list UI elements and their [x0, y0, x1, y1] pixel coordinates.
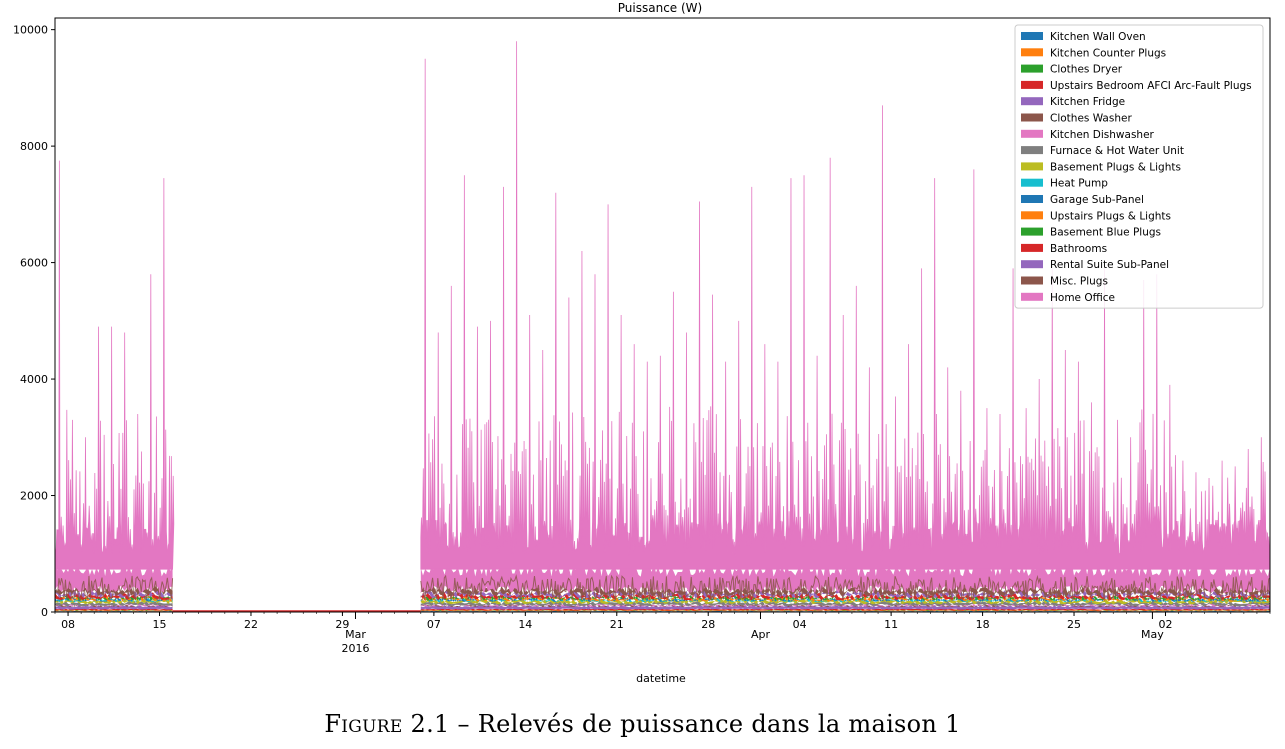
misc-plugs-line [420, 574, 1270, 602]
legend-box [1014, 24, 1264, 309]
legend-label: Kitchen Wall Oven [1050, 31, 1146, 43]
y-tick-label: 4000 [20, 373, 48, 386]
y-tick-label: 6000 [20, 257, 48, 270]
legend-swatch [1021, 80, 1043, 89]
legend-label: Home Office [1050, 292, 1115, 304]
chart-title: Puissance (W) [618, 1, 702, 15]
legend-label: Furnace & Hot Water Unit [1050, 145, 1184, 157]
area-layer-8 [420, 601, 1270, 607]
x-tick-label: 15 [153, 618, 167, 631]
legend-swatch [1021, 146, 1043, 155]
figure-label: Figure 2.1 [324, 710, 450, 738]
x-tick-label: 11 [884, 618, 898, 631]
legend-swatch [1021, 48, 1043, 57]
area-home-office [55, 160, 175, 570]
y-tick-label: 8000 [20, 140, 48, 153]
legend-swatch [1021, 64, 1043, 73]
y-axis: 0 2000 4000 6000 8000 10000 [13, 24, 55, 619]
plot-area [55, 41, 1270, 612]
x-tick-label: Mar [345, 628, 366, 641]
x-tick-label: 29 [335, 618, 349, 631]
x-tick-label: 07 [427, 618, 441, 631]
legend-label: Clothes Dryer [1050, 64, 1123, 76]
area-layer-12 [55, 595, 173, 602]
area-layer-3 [420, 609, 1270, 611]
legend-swatch [1021, 211, 1043, 220]
area-layer-5 [55, 605, 173, 610]
x-tick-label: 21 [610, 618, 624, 631]
x-axis-title: datetime [636, 672, 686, 685]
x-tick-label: 28 [701, 618, 715, 631]
y-tick-label: 2000 [20, 490, 48, 503]
x-tick-label: Apr [751, 628, 771, 641]
area-layer-8 [55, 601, 173, 607]
legend-swatch [1021, 260, 1043, 269]
legend-label: Heat Pump [1050, 178, 1108, 190]
x-tick-label: 22 [244, 618, 258, 631]
legend-swatch [1021, 195, 1043, 203]
area-layer-11 [55, 597, 173, 602]
legend-swatch [1021, 276, 1043, 285]
x-tick-label: 25 [1067, 618, 1081, 631]
legend-swatch [1021, 227, 1043, 236]
area-layer-15 [55, 589, 173, 599]
legend-swatch [1021, 292, 1043, 301]
x-tick-label: May [1141, 628, 1164, 641]
legend-label: Basement Plugs & Lights [1050, 161, 1181, 173]
area-layer-9 [420, 598, 1270, 605]
legend-label: Kitchen Fridge [1050, 96, 1125, 108]
legend-label: Kitchen Dishwasher [1050, 129, 1155, 141]
legend-label: Garage Sub-Panel [1050, 194, 1144, 206]
legend-swatch [1021, 162, 1043, 171]
x-tick-label: 18 [976, 618, 990, 631]
y-tick-label: 0 [41, 606, 48, 619]
legend-label: Bathrooms [1050, 243, 1107, 255]
legend-swatch [1021, 243, 1043, 252]
legend-swatch [1021, 129, 1043, 138]
area-home-office [420, 41, 1270, 570]
area-layer-16 [420, 585, 1270, 597]
legend-label: Misc. Plugs [1050, 276, 1108, 288]
figure-caption: Figure 2.1 – Relevés de puissance dans l… [0, 710, 1285, 738]
chart: Puissance (W) 0 2000 4000 6000 8000 10000 08 1… [13, 1, 1271, 685]
y-tick-label: 10000 [13, 24, 48, 37]
x-tick-label: 02 [1158, 618, 1172, 631]
legend-label: Basement Blue Plugs [1050, 227, 1161, 239]
figure-separator: – [457, 710, 470, 738]
x-tick-label: 04 [793, 618, 807, 631]
legend-label: Clothes Washer [1050, 113, 1132, 125]
figure-text: Relevés de puissance dans la maison 1 [477, 710, 961, 738]
x-tick-label: 2016 [341, 642, 369, 655]
legend-label: Upstairs Plugs & Lights [1050, 210, 1171, 222]
legend-swatch [1021, 113, 1043, 122]
area-layer-2 [55, 610, 173, 612]
area-layer-4 [420, 608, 1270, 611]
x-tick-label: 08 [61, 618, 75, 631]
plot-frame [54, 17, 1271, 613]
legend-swatch [1021, 32, 1043, 40]
legend-label: Upstairs Bedroom AFCI Arc-Fault Plugs [1050, 80, 1252, 92]
misc-plugs-line [55, 575, 174, 601]
legend: Kitchen Wall Oven Kitchen Counter Plugs Cl… [1014, 24, 1264, 309]
x-tick-label: 14 [518, 618, 532, 631]
legend-swatch [1021, 178, 1043, 187]
area-layer-14 [55, 592, 173, 601]
legend-label: Kitchen Counter Plugs [1050, 47, 1166, 59]
legend-label: Rental Suite Sub-Panel [1050, 259, 1169, 271]
legend-swatch [1021, 97, 1043, 106]
